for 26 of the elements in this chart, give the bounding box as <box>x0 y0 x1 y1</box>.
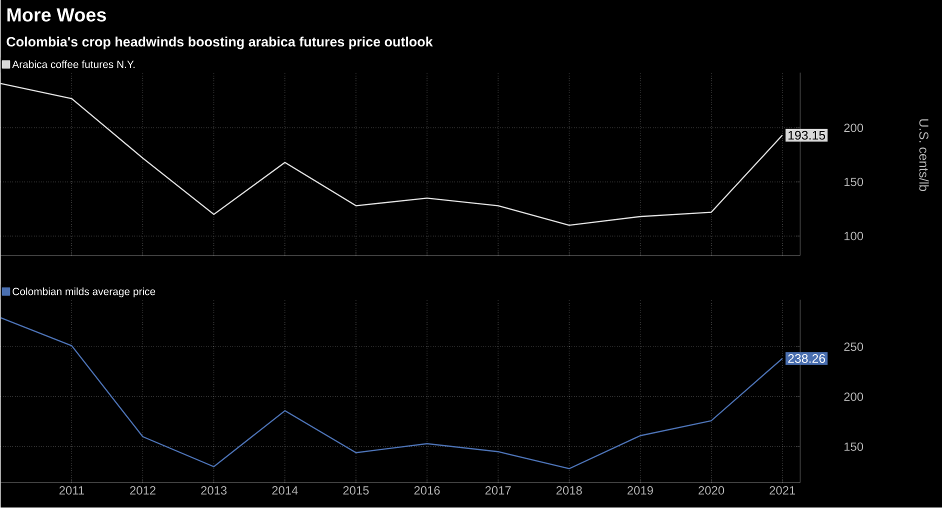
y-tick-label: 150 <box>844 178 864 186</box>
x-tick-label: 2018 <box>556 486 582 495</box>
x-tick-label: 2014 <box>272 486 298 495</box>
y-axis-title: U.S. cents/lb <box>919 119 929 192</box>
chart-subtitle: Colombia's crop headwinds boosting arabica futures price outlook <box>6 36 433 50</box>
chart-title: More Woes <box>7 8 106 22</box>
data-label: 193.15 <box>788 131 826 140</box>
y-tick-label: 200 <box>844 392 864 402</box>
data-label: 238.26 <box>788 354 826 364</box>
y-tick-label: 100 <box>844 232 864 240</box>
y-tick-label: 250 <box>844 342 864 352</box>
x-tick-label: 2012 <box>130 486 156 495</box>
x-tick-label: 2013 <box>201 486 227 495</box>
line-series <box>0 317 783 470</box>
x-tick-label: 2015 <box>343 486 369 495</box>
legend-label: Colombian milds average price <box>12 288 156 298</box>
x-tick-label: 2017 <box>485 486 511 495</box>
x-tick-label: 2021 <box>770 486 796 495</box>
x-tick-label: 2011 <box>59 486 84 495</box>
x-tick-label: 2016 <box>414 486 440 495</box>
x-tick-label: 2019 <box>628 486 653 495</box>
y-tick-label: 150 <box>844 442 864 452</box>
x-tick-label: 2020 <box>698 486 724 495</box>
line-series <box>0 82 783 226</box>
y-tick-label: 200 <box>844 124 864 132</box>
legend-label: Arabica coffee futures N.Y. <box>12 60 135 68</box>
